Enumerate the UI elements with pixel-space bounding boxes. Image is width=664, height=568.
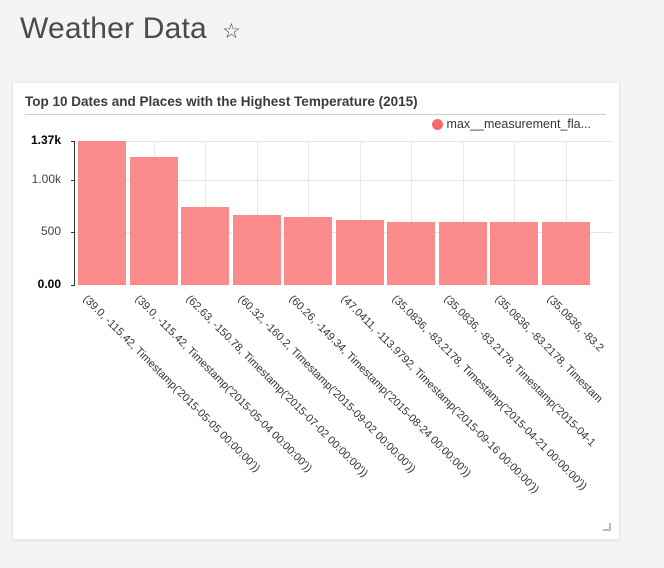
gridline [565,141,567,285]
page-title: Weather Data [20,12,207,45]
chart-title: Top 10 Dates and Places with the Highest… [25,94,418,109]
title-divider [25,114,606,115]
bar[interactable] [387,221,435,285]
x-tick-label: (60.26, -149.34, Timestamp('2015-08-24 0… [286,293,474,480]
page-header: Weather Data ☆ [20,12,241,46]
bar[interactable] [438,222,487,285]
x-tick-label: (60.32, -160.2, Timestamp('2015-09-02 00… [235,293,418,476]
gridline [75,141,614,142]
y-tick-label: 0.00 [37,277,61,291]
bar[interactable] [541,222,590,285]
gridline [75,179,614,181]
bar[interactable] [78,141,126,285]
gridline [462,141,464,285]
chart-legend[interactable]: max__measurement_fla... [432,117,591,131]
bar[interactable] [284,217,332,285]
y-tick-label: 1.37k [30,133,61,147]
bar[interactable] [490,222,538,285]
y-tick-mark [71,179,75,181]
x-tick-label: (47.0411, -113.9792, Timestamp('2015-09-… [338,293,541,496]
y-tick-mark [71,285,75,286]
x-tick-label: (35.0836, -83.2178, Timestam [492,293,605,406]
gridline [359,141,361,285]
x-tick-label: (35.0836, -83.2178, Timestamp('2015-04-2… [389,293,590,493]
x-tick-label: (39.0, -115.42, Timestamp('2015-05-04 00… [132,293,314,475]
legend-series-label: max__measurement_fla... [446,117,591,131]
x-tick-label: (62.63, -150.78, Timestamp('2015-07-02 0… [183,293,371,480]
y-tick-mark [71,141,75,142]
bar[interactable] [181,207,229,285]
y-tick-label: 1.00k [31,171,61,186]
legend-color-dot [432,118,444,130]
favorite-star-icon[interactable]: ☆ [221,20,241,43]
y-tick-mark [71,232,75,234]
bar[interactable] [335,220,384,285]
bar[interactable] [129,157,178,285]
y-tick-label: 500 [40,224,61,239]
gridline [411,141,412,285]
chart-card: Top 10 Dates and Places with the Highest… [12,82,620,540]
gridline [514,141,515,285]
resize-handle-icon[interactable] [603,523,611,531]
plot-area [74,141,614,285]
gridline [256,141,258,285]
bar[interactable] [232,215,281,285]
gridline [308,141,309,285]
x-tick-label: (39.0, -115.42, Timestamp('2015-05-05 00… [80,293,263,475]
